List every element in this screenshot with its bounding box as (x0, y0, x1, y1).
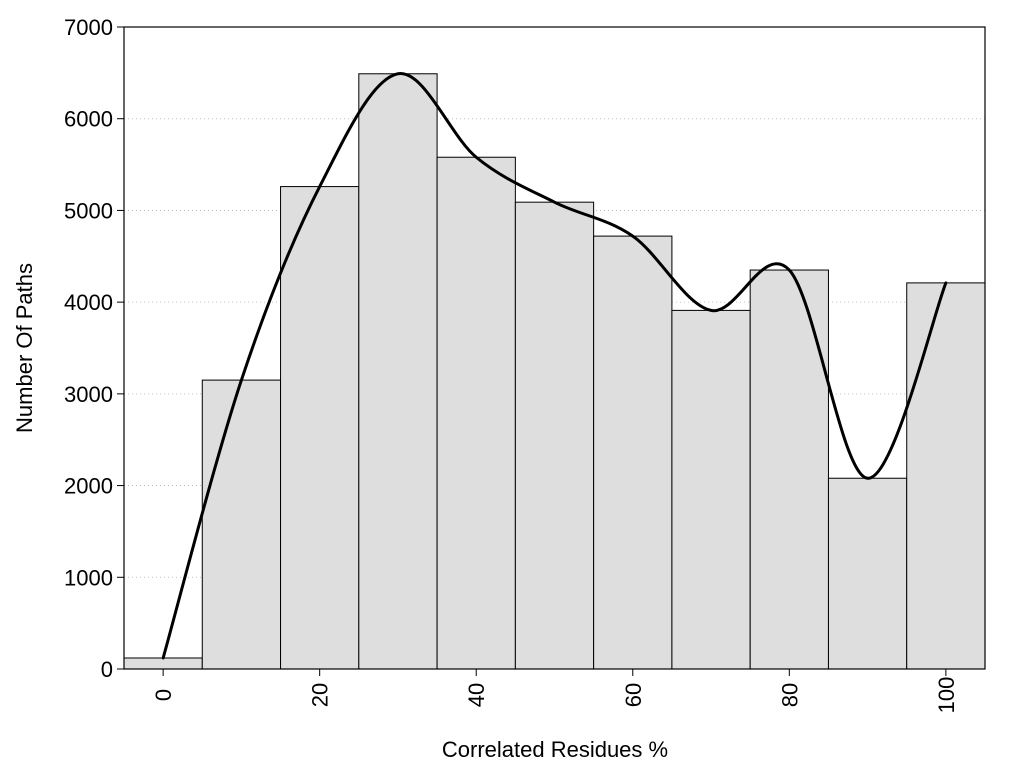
x-axis-title: Correlated Residues % (442, 737, 668, 762)
histogram-bar (201, 379, 282, 670)
y-tick-label: 6000 (64, 107, 113, 132)
tick-group: 0 1000 2000 3000 4000 5000 6000 7000 0 20 40 60 80 10… (64, 15, 959, 713)
histogram-bar (280, 186, 360, 670)
x-tick-label: 40 (464, 683, 489, 707)
x-tick-label: 80 (777, 683, 802, 707)
x-tick-label: 100 (934, 677, 959, 714)
y-tick-label: 3000 (64, 382, 113, 407)
smoothed-curve (161, 72, 948, 660)
plot-frame (123, 26, 986, 670)
y-tick-label: 2000 (64, 474, 113, 499)
histogram-bar (827, 477, 908, 670)
y-tick-label: 4000 (64, 290, 113, 315)
bars-group (123, 73, 986, 670)
histogram-bar (514, 201, 595, 670)
histogram-bar (593, 235, 673, 670)
curve-group (161, 72, 948, 660)
histogram-bar (358, 73, 438, 670)
histogram-bar (749, 269, 829, 670)
histogram-bar (906, 282, 986, 670)
x-tick-label: 60 (621, 683, 646, 707)
y-tick-label: 7000 (64, 15, 113, 40)
y-tick-label: 1000 (64, 565, 113, 590)
x-tick-label: 20 (308, 683, 333, 707)
histogram-bar (436, 156, 516, 670)
x-tick-label: 0 (151, 689, 176, 701)
histogram-bar (123, 657, 203, 670)
y-tick-label: 5000 (64, 198, 113, 223)
y-tick-label: 0 (101, 657, 113, 682)
histogram-bar (671, 309, 751, 670)
y-axis-title: Number Of Paths (12, 263, 37, 433)
